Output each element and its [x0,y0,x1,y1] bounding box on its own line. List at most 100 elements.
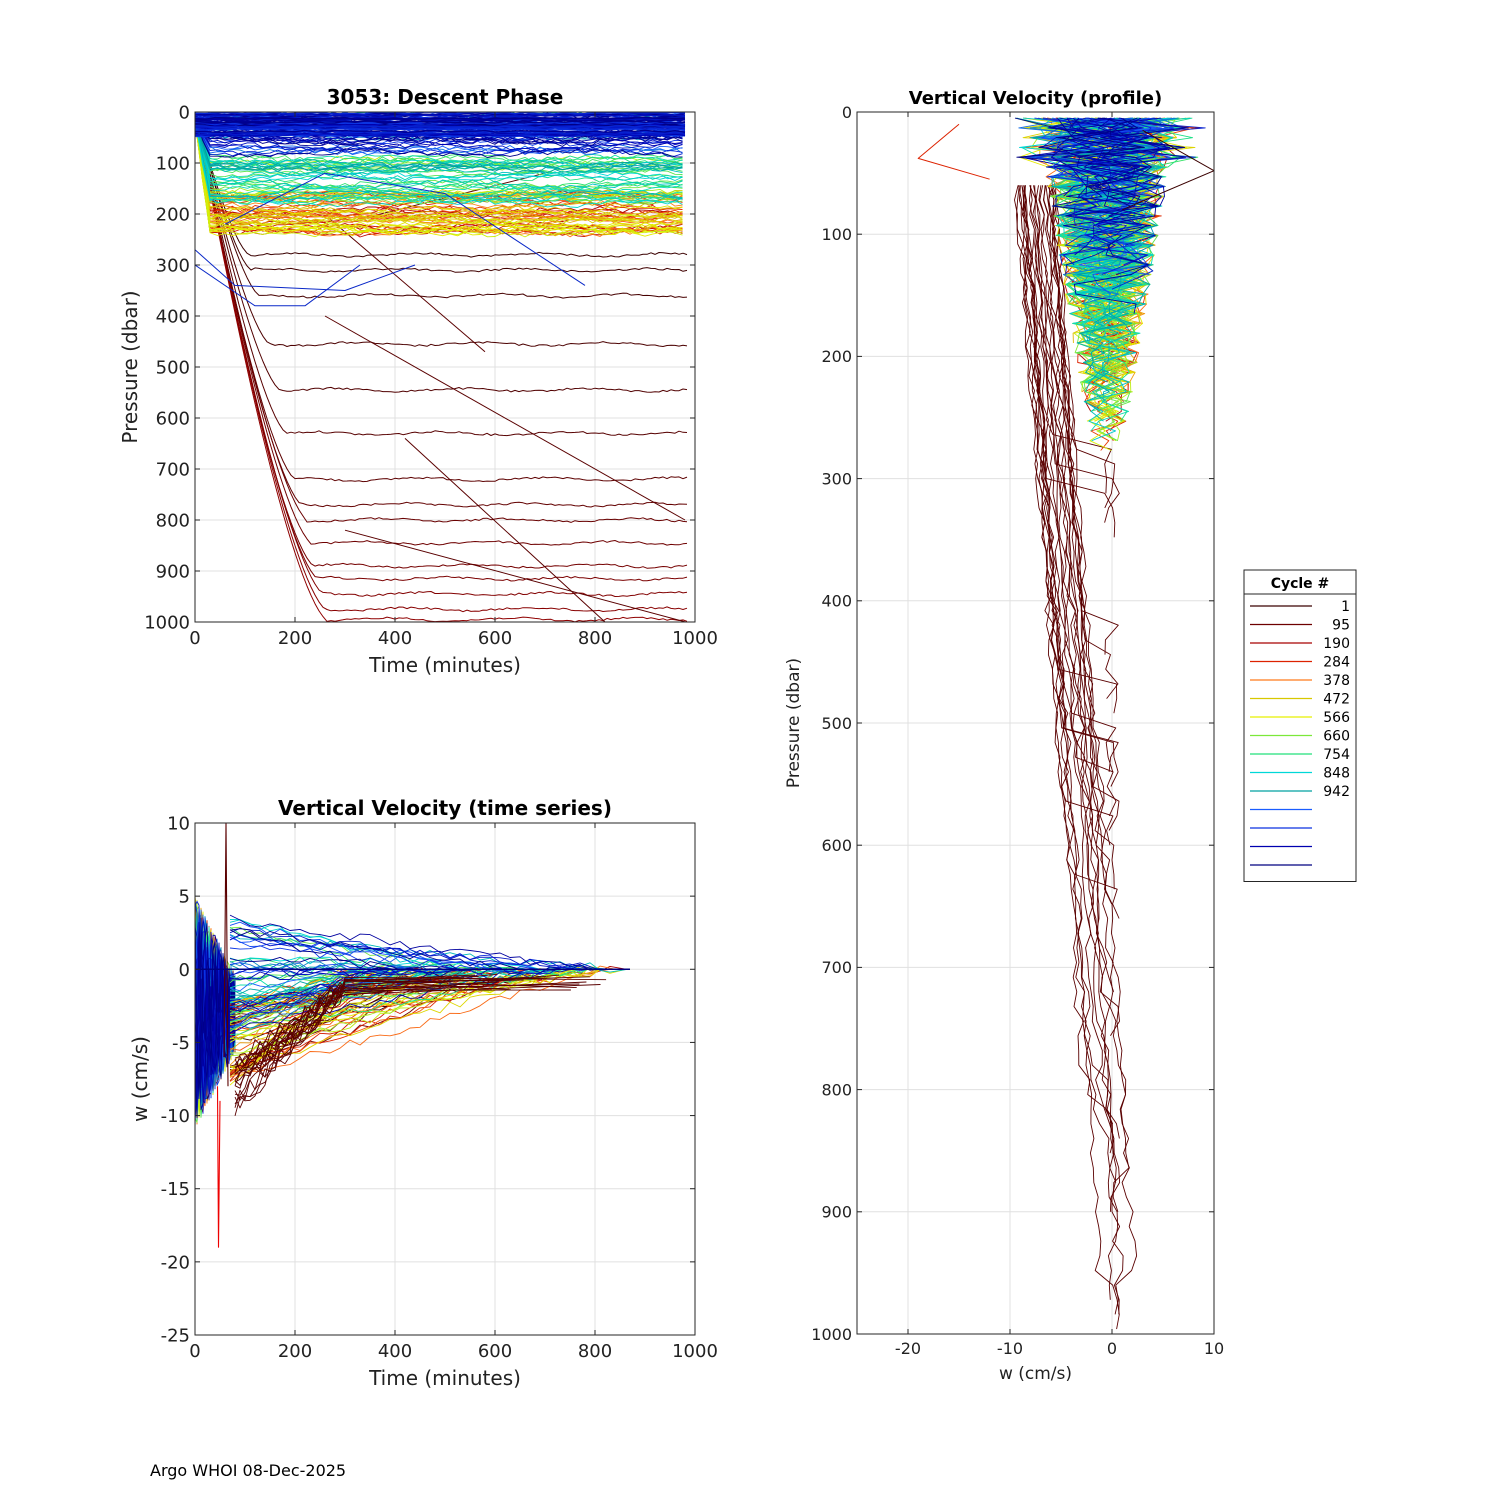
x-tick-label: 1000 [672,1341,718,1362]
cycle-legend: Cycle # 1 95 190 284 378 472 566 660 754 848 942 [1243,569,1357,882]
x-tick-label: 800 [578,628,612,649]
w-decay-line [229,921,497,970]
profile-shallow-line [1063,117,1186,197]
w-deep-line [234,978,577,1068]
descent-shallow-line [195,118,683,235]
y-tick-label: 0 [179,960,190,981]
x-tick-label: 200 [278,628,312,649]
profile-outlier-line [1122,129,1214,211]
descent-shallow-line [195,117,683,216]
legend-label: 566 [1323,710,1350,726]
descent-surface-line [195,129,686,133]
chart-title: 3053: Descent Phase [327,85,564,109]
y-tick-label: 5 [179,887,190,908]
y-tick-label: 200 [821,347,852,366]
w-decay-line [229,929,393,970]
profile-deep-line [1022,185,1116,538]
descent-surface-line [195,113,686,118]
profile-shallow-line [1014,117,1162,207]
w-deep-line [234,983,476,1073]
legend-label: 284 [1323,655,1350,671]
w-spike-line [195,917,236,1099]
descent-shallow-line [195,122,683,194]
w-decay-line [229,968,611,1039]
y-tick-label: 100 [156,153,190,174]
profile-shallow-line [1038,117,1152,217]
descent-shallow-line [195,113,683,165]
w-decay-line [229,928,520,970]
legend-label: 660 [1323,729,1350,745]
profile-shallow-line [1034,117,1145,265]
descent-line [195,122,688,258]
x-tick-label: 0 [1107,1339,1117,1358]
descent-shallow-line [195,118,683,145]
profile-shallow-line [1063,117,1189,158]
w-decay-line [229,959,470,972]
x-tick-label: 600 [478,628,512,649]
profile-outlier-line [1091,221,1154,290]
legend-label: 95 [1332,618,1350,634]
w-deep-line [234,976,590,1089]
descent-line [195,125,688,273]
x-axis-label: Time (minutes) [368,1366,521,1390]
descent-surface-line [195,132,686,136]
descent-shallow-line [195,117,683,145]
descent-drift-line [329,218,486,353]
profile-deep-line [1016,185,1120,1139]
profile-shallow-line [1069,117,1163,412]
profile-shallow-line [1109,117,1138,138]
descent-shallow-line [195,112,683,200]
descent-line [195,132,688,622]
y-tick-label: 300 [821,469,852,488]
descent-shallow-line [195,112,683,231]
w-deep-line [234,977,548,1069]
x-axis-label: w (cm/s) [999,1364,1072,1384]
y-tick-label: 400 [156,306,190,327]
axes-frame [194,822,696,1336]
w-spike-line [195,928,236,1119]
y-tick-label: 400 [821,592,852,611]
x-tick-label: -20 [895,1339,921,1358]
descent-line [195,125,688,613]
descent-line [195,126,688,299]
x-tick-label: 200 [278,1341,312,1362]
descent-drift-line [324,315,686,521]
y-tick-label: 800 [156,510,190,531]
descent-shallow-line [195,114,683,149]
x-tick-label: -10 [997,1339,1023,1358]
profile-shallow-line [1041,117,1189,266]
profile-deep-line [1045,185,1115,890]
y-tick-label: 1000 [811,1325,852,1344]
x-tick-label: 400 [378,628,412,649]
descent-shallow-line [195,114,683,206]
w-decay-line [229,968,376,1028]
descent-shallow-line [195,119,683,198]
y-tick-label: 10 [167,813,190,834]
descent-shallow-line [195,114,683,169]
descent-shallow-line [195,117,683,233]
y-tick-label: -25 [161,1325,190,1346]
profile-deep-line [1048,185,1113,905]
w-decay-line [229,934,624,971]
legend-label: 472 [1323,692,1350,708]
data-lines [917,117,1214,1330]
y-tick-label: 800 [821,1080,852,1099]
descent-shallow-line [195,119,683,174]
descent-shallow-line [195,112,683,226]
y-tick-label: -10 [161,1106,190,1127]
y-tick-label: 500 [821,714,852,733]
footer-credit: Argo WHOI 08-Dec-2025 [150,1461,347,1480]
descent-shallow-line [195,113,683,173]
descent-drift-line [404,438,606,622]
descent-drift-line [344,529,688,622]
w-decay-line [229,968,509,1041]
y-tick-label: 200 [156,204,190,225]
y-tick-label: 0 [179,102,190,123]
profile-deep-line [1042,185,1121,1212]
descent-shallow-line [195,118,683,189]
profile-deep-line [1039,185,1115,992]
y-tick-label: -20 [161,1252,190,1273]
descent-shallow-line [195,121,683,173]
w-deep-line [234,984,601,1108]
descent-shallow-line [195,112,683,232]
